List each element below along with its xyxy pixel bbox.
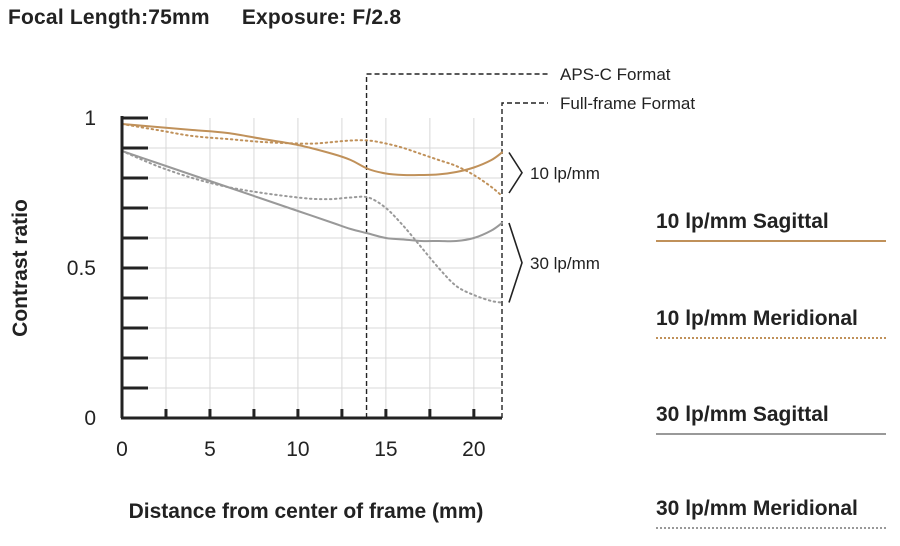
series-10-sagittal xyxy=(121,123,503,177)
x-tick-label: 0 xyxy=(116,438,128,461)
x-tick-label: 10 xyxy=(286,438,309,461)
fullframe-format-marker xyxy=(501,102,548,418)
x-tick-label: 20 xyxy=(462,438,485,461)
exposure-label: Exposure: F/2.8 xyxy=(241,6,402,29)
apsc-format-marker xyxy=(365,73,548,418)
series-30-meridional xyxy=(121,150,503,304)
group-10-label: 10 lp/mm xyxy=(530,164,600,183)
legend-item-10-sagittal: 10 lp/mm Sagittal xyxy=(656,210,886,242)
legend-item-30-meridional: 30 lp/mm Meridional xyxy=(656,497,886,529)
y-axis-label: Contrast ratio xyxy=(9,199,32,337)
group-10-bracket xyxy=(508,152,523,194)
chart-header: Focal Length:75mm Exposure: F/2.8 xyxy=(8,6,401,30)
legend-label-30-sagittal: 30 lp/mm Sagittal xyxy=(656,403,829,426)
legend-swatch-10-sagittal xyxy=(656,240,886,242)
apsc-format-label: APS-C Format xyxy=(560,65,671,84)
x-tick-label: 5 xyxy=(204,438,216,461)
focal-length-label: Focal Length:75mm xyxy=(8,6,210,29)
series-10-meridional xyxy=(121,123,503,197)
series-30-sagittal xyxy=(121,150,503,243)
legend-label-10-sagittal: 10 lp/mm Sagittal xyxy=(656,210,829,233)
y-tick-label: 0 xyxy=(84,407,96,430)
x-tick-label: 15 xyxy=(374,438,397,461)
fullframe-format-label: Full-frame Format xyxy=(560,94,695,113)
legend-swatch-30-meridional xyxy=(656,527,886,529)
legend-swatch-10-meridional xyxy=(656,337,886,339)
y-tick-label: 0.5 xyxy=(67,257,96,280)
legend-item-30-sagittal: 30 lp/mm Sagittal xyxy=(656,403,886,435)
x-axis-label: Distance from center of frame (mm) xyxy=(129,500,484,523)
legend-label-30-meridional: 30 lp/mm Meridional xyxy=(656,497,858,520)
legend-swatch-30-sagittal xyxy=(656,433,886,435)
legend-item-10-meridional: 10 lp/mm Meridional xyxy=(656,307,886,339)
group-30-bracket xyxy=(508,222,523,303)
legend-label-10-meridional: 10 lp/mm Meridional xyxy=(656,307,858,330)
group-30-label: 30 lp/mm xyxy=(530,254,600,273)
y-tick-label: 1 xyxy=(84,107,96,130)
